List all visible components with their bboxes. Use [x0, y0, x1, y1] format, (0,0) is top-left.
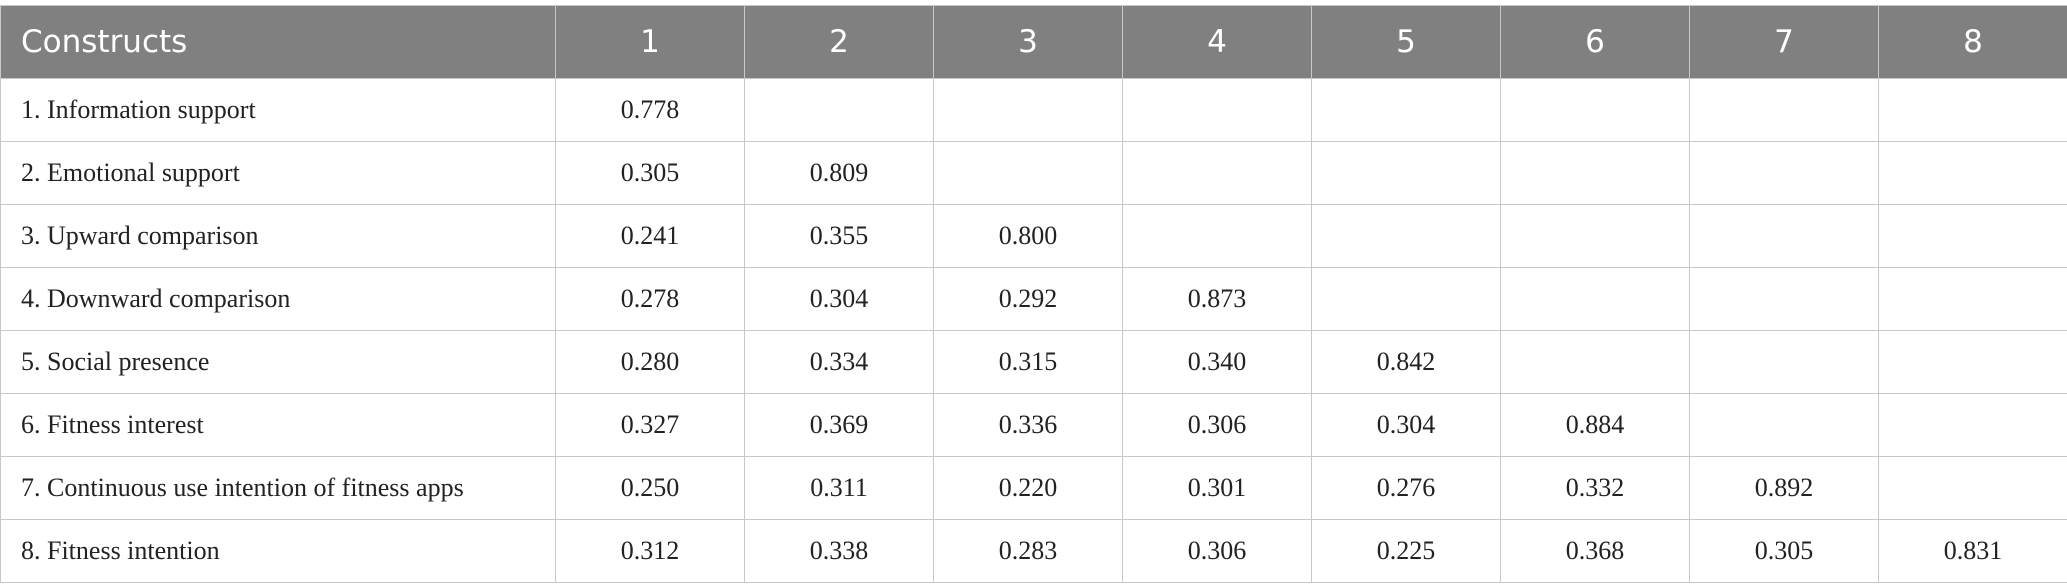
value-cell: 0.301 [1123, 457, 1312, 520]
value-cell: 0.368 [1501, 520, 1690, 583]
value-cell: 0.831 [1879, 520, 2067, 583]
empty-cell [1123, 79, 1312, 142]
construct-label: 1. Information support [1, 79, 556, 142]
empty-cell [1879, 331, 2067, 394]
empty-cell [1690, 142, 1879, 205]
value-cell: 0.809 [745, 142, 934, 205]
value-cell: 0.884 [1501, 394, 1690, 457]
empty-cell [745, 79, 934, 142]
empty-cell [1690, 268, 1879, 331]
value-cell: 0.283 [934, 520, 1123, 583]
header-cell: Constructs [1, 6, 556, 79]
empty-cell [1501, 142, 1690, 205]
construct-label: 2. Emotional support [1, 142, 556, 205]
value-cell: 0.278 [556, 268, 745, 331]
empty-cell [934, 142, 1123, 205]
value-cell: 0.778 [556, 79, 745, 142]
value-cell: 0.327 [556, 394, 745, 457]
value-cell: 0.336 [934, 394, 1123, 457]
value-cell: 0.250 [556, 457, 745, 520]
value-cell: 0.355 [745, 205, 934, 268]
header-cell: 4 [1123, 6, 1312, 79]
header-cell: 3 [934, 6, 1123, 79]
value-cell: 0.369 [745, 394, 934, 457]
value-cell: 0.338 [745, 520, 934, 583]
empty-cell [1879, 205, 2067, 268]
empty-cell [934, 79, 1123, 142]
header-cell: 6 [1501, 6, 1690, 79]
header-cell: 5 [1312, 6, 1501, 79]
empty-cell [1312, 142, 1501, 205]
value-cell: 0.305 [1690, 520, 1879, 583]
value-cell: 0.241 [556, 205, 745, 268]
empty-cell [1690, 394, 1879, 457]
construct-label: 6. Fitness interest [1, 394, 556, 457]
construct-label: 7. Continuous use intention of fitness a… [1, 457, 556, 520]
construct-label: 8. Fitness intention [1, 520, 556, 583]
empty-cell [1879, 268, 2067, 331]
empty-cell [1501, 79, 1690, 142]
value-cell: 0.306 [1123, 394, 1312, 457]
value-cell: 0.873 [1123, 268, 1312, 331]
empty-cell [1312, 268, 1501, 331]
empty-cell [1690, 331, 1879, 394]
value-cell: 0.800 [934, 205, 1123, 268]
construct-label: 3. Upward comparison [1, 205, 556, 268]
value-cell: 0.892 [1690, 457, 1879, 520]
value-cell: 0.304 [745, 268, 934, 331]
value-cell: 0.276 [1312, 457, 1501, 520]
header-cell: 7 [1690, 6, 1879, 79]
value-cell: 0.225 [1312, 520, 1501, 583]
empty-cell [1501, 205, 1690, 268]
value-cell: 0.292 [934, 268, 1123, 331]
empty-cell [1312, 79, 1501, 142]
value-cell: 0.842 [1312, 331, 1501, 394]
value-cell: 0.304 [1312, 394, 1501, 457]
value-cell: 0.334 [745, 331, 934, 394]
empty-cell [1879, 457, 2067, 520]
empty-cell [1123, 205, 1312, 268]
empty-cell [1501, 268, 1690, 331]
empty-cell [1879, 142, 2067, 205]
header-cell: 1 [556, 6, 745, 79]
table-row: 7. Continuous use intention of fitness a… [1, 457, 2067, 520]
value-cell: 0.305 [556, 142, 745, 205]
value-cell: 0.306 [1123, 520, 1312, 583]
empty-cell [1501, 331, 1690, 394]
construct-label: 5. Social presence [1, 331, 556, 394]
header-cell: 8 [1879, 6, 2067, 79]
empty-cell [1690, 79, 1879, 142]
value-cell: 0.220 [934, 457, 1123, 520]
empty-cell [1312, 205, 1501, 268]
header-cell: 2 [745, 6, 934, 79]
value-cell: 0.312 [556, 520, 745, 583]
empty-cell [1690, 205, 1879, 268]
value-cell: 0.340 [1123, 331, 1312, 394]
value-cell: 0.280 [556, 331, 745, 394]
empty-cell [1879, 394, 2067, 457]
construct-label: 4. Downward comparison [1, 268, 556, 331]
value-cell: 0.332 [1501, 457, 1690, 520]
empty-cell [1123, 142, 1312, 205]
value-cell: 0.311 [745, 457, 934, 520]
value-cell: 0.315 [934, 331, 1123, 394]
empty-cell [1879, 79, 2067, 142]
